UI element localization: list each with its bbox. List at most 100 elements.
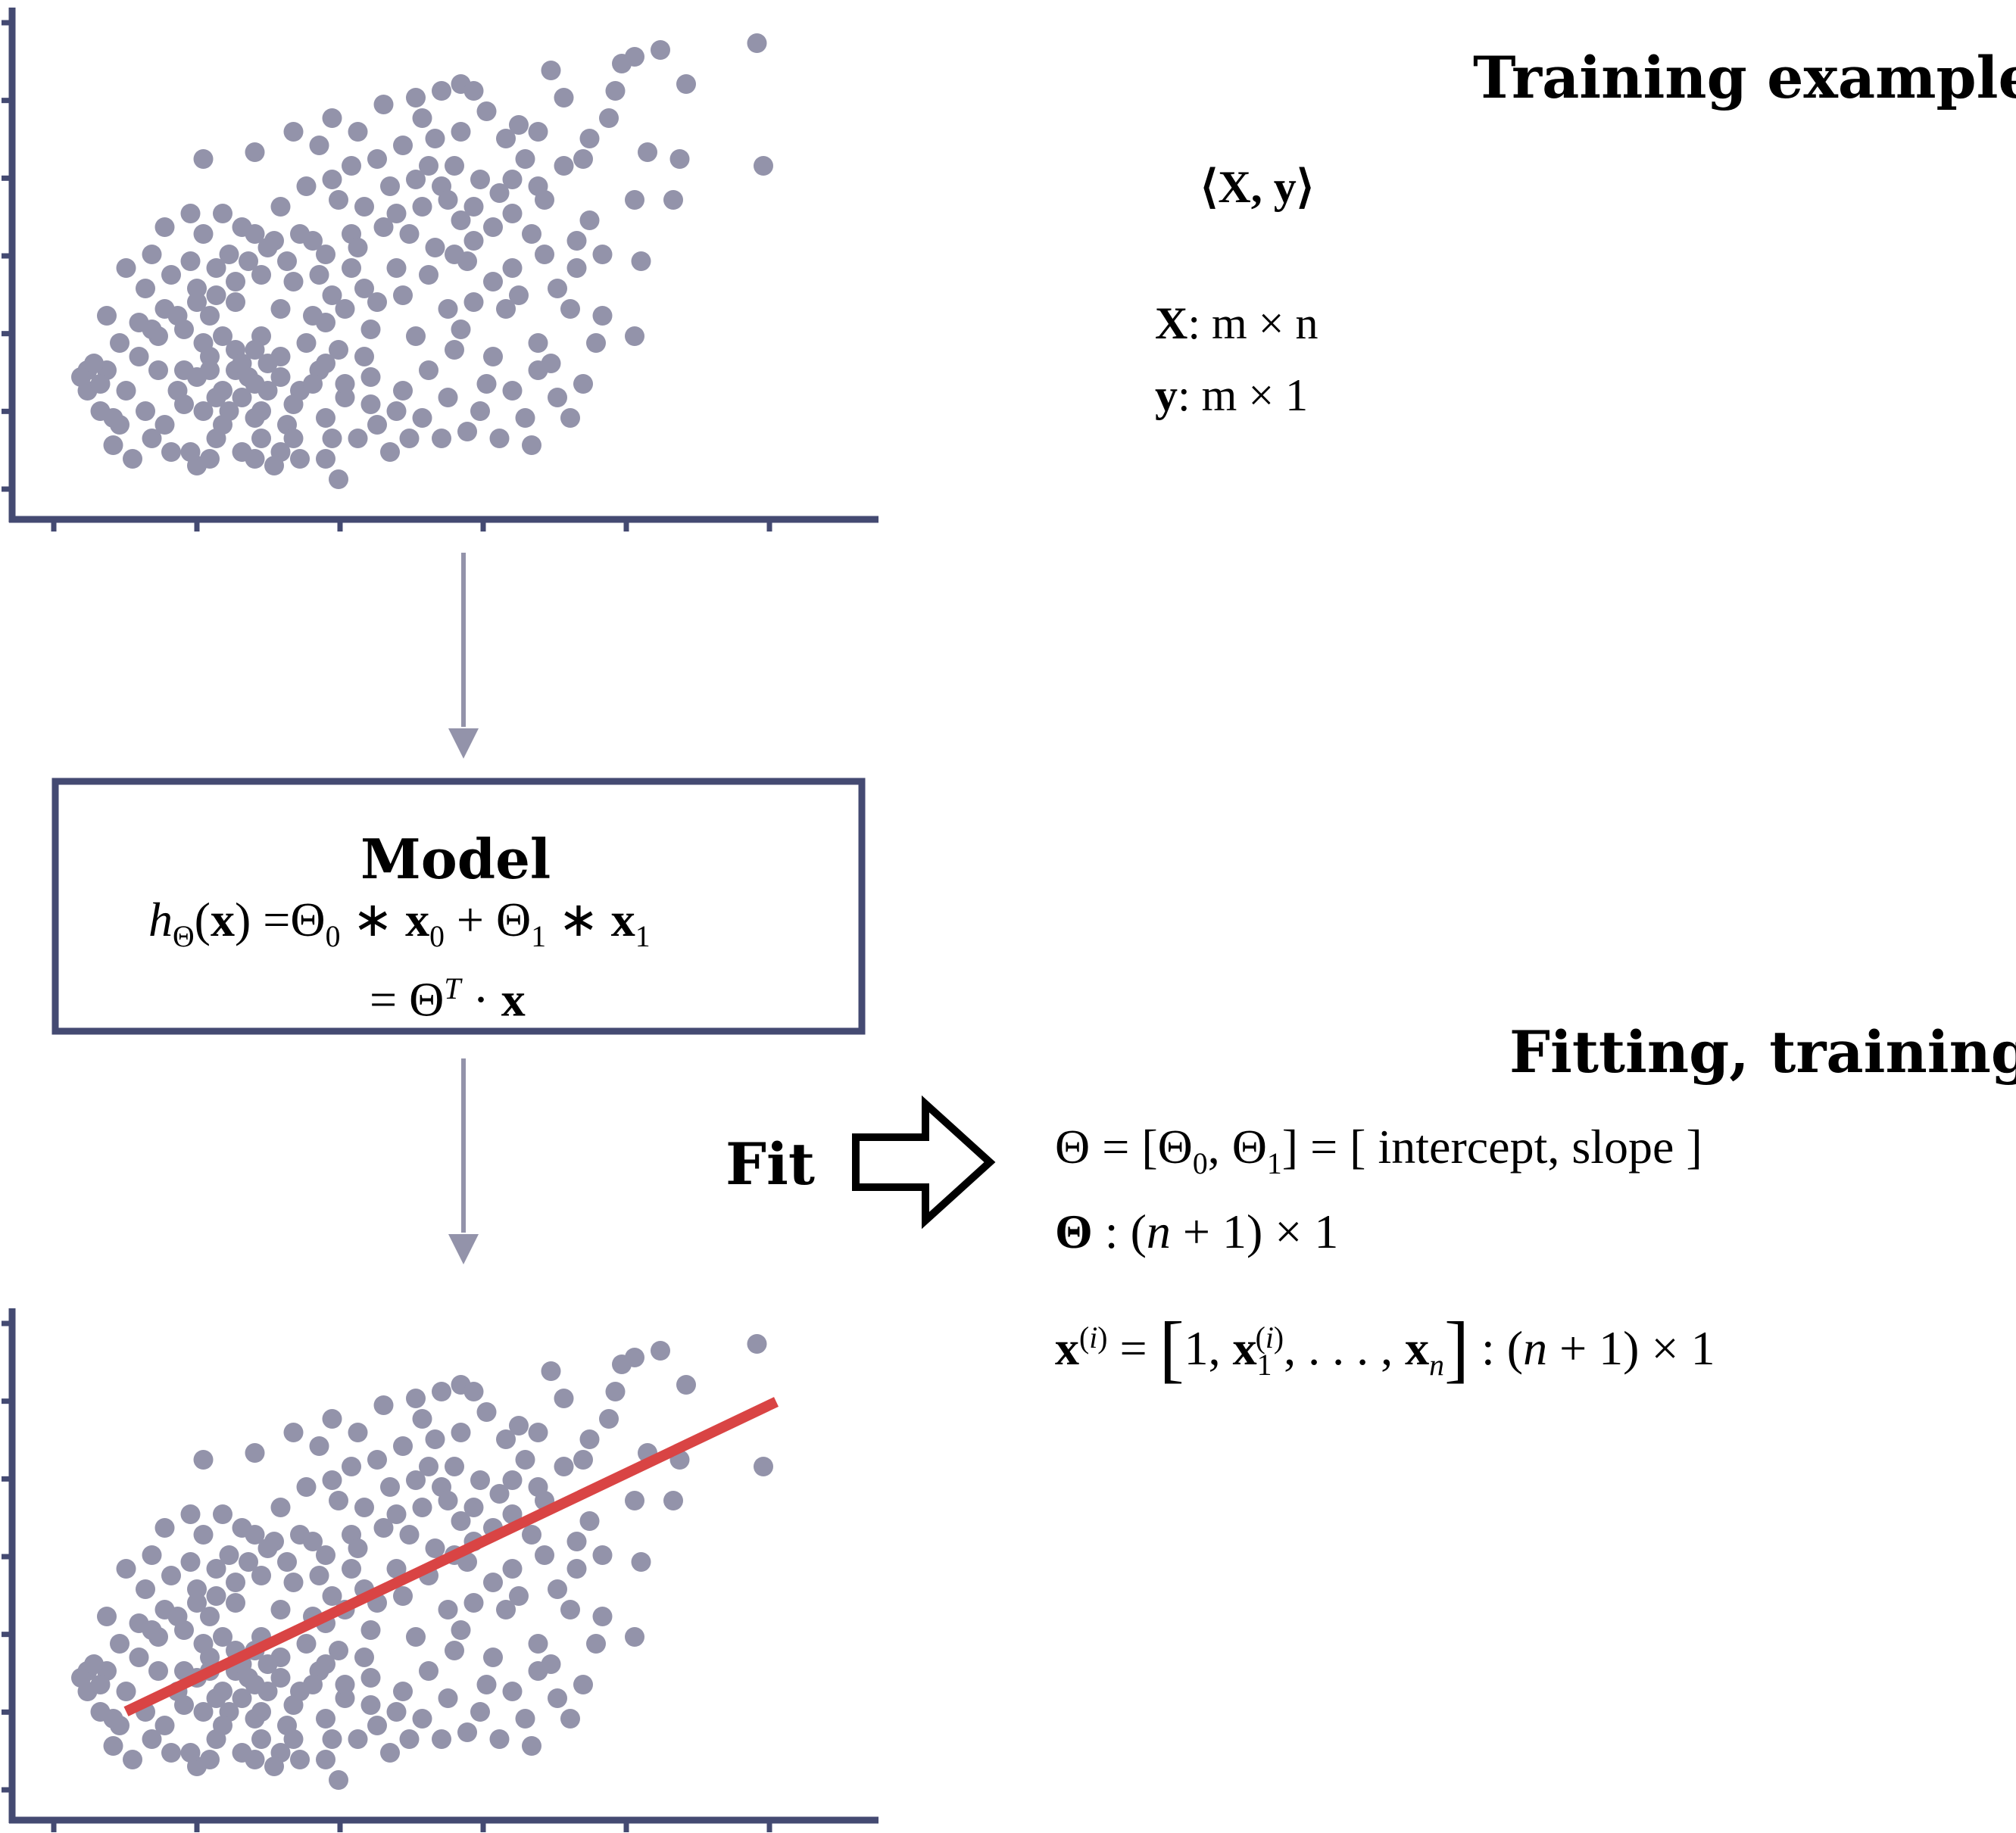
data-point (509, 285, 529, 305)
data-point (393, 285, 413, 305)
data-point (342, 258, 361, 278)
data-point (206, 388, 226, 407)
data-point (322, 1729, 342, 1749)
data-point (425, 1538, 445, 1558)
data-point (406, 326, 426, 346)
data-point (219, 1545, 239, 1565)
data-point (399, 429, 420, 448)
data-point (592, 306, 613, 326)
data-point (515, 408, 535, 428)
data-point (560, 408, 580, 428)
data-point (451, 122, 471, 142)
data-point (502, 204, 523, 223)
data-point (283, 1729, 304, 1749)
data-point (515, 1709, 535, 1729)
data-point (200, 360, 220, 380)
data-point (316, 449, 335, 469)
data-point (463, 1498, 484, 1517)
data-point (496, 129, 516, 148)
data-point (399, 1729, 420, 1749)
data-point (502, 1504, 523, 1524)
data-point (386, 401, 407, 421)
data-point (257, 354, 278, 373)
data-point (399, 224, 420, 244)
data-point (470, 170, 490, 189)
data-point (335, 1675, 355, 1694)
data-point (90, 374, 111, 394)
data-point (329, 1770, 348, 1790)
data-point (502, 1682, 523, 1701)
data-point (380, 1477, 400, 1497)
data-point (463, 1593, 484, 1613)
data-point (303, 231, 323, 251)
data-point (573, 374, 593, 394)
data-point (522, 435, 541, 455)
data-point (142, 1729, 162, 1749)
x-vector-definition-formula: x(i) = [1, x1(i), . . . , xn] : (n + 1) … (1055, 1308, 1715, 1390)
data-point (71, 367, 91, 387)
model-title: Model (360, 827, 551, 891)
data-point (360, 367, 381, 387)
data-point (245, 1443, 265, 1463)
fitting-training-heading: Fitting, training (1509, 1018, 2016, 1086)
data-point (554, 156, 574, 176)
data-point (270, 1498, 291, 1517)
data-point (669, 149, 690, 169)
data-point (489, 1729, 510, 1749)
data-point (754, 1457, 773, 1476)
data-point (496, 299, 516, 319)
data-point (193, 1634, 214, 1654)
data-point (509, 115, 529, 135)
data-point (103, 1709, 123, 1729)
data-point (296, 176, 317, 196)
data-point (322, 1470, 342, 1490)
theta-intercept-slope-text: [ intercept, slope ] (1350, 1120, 1702, 1174)
data-point (322, 429, 342, 448)
data-point (393, 136, 413, 155)
data-point (406, 1470, 426, 1490)
data-point (316, 408, 335, 428)
data-point (438, 1688, 458, 1708)
data-point (451, 1620, 471, 1640)
data-point (554, 88, 574, 108)
data-point (129, 347, 149, 366)
data-point (380, 1743, 400, 1763)
model-box (51, 778, 866, 1035)
data-point (129, 313, 149, 332)
data-point (245, 1750, 265, 1769)
data-point (232, 1688, 252, 1708)
data-point (406, 88, 426, 108)
data-point (483, 217, 503, 237)
data-point (445, 1457, 464, 1476)
data-point (303, 306, 323, 326)
data-point (451, 320, 471, 339)
data-point (180, 442, 201, 462)
data-point (206, 285, 226, 305)
data-point (612, 1354, 632, 1374)
data-point (489, 183, 510, 203)
data-point (180, 204, 201, 223)
data-point (180, 1504, 201, 1524)
data-point (560, 1709, 580, 1729)
data-point (316, 1750, 335, 1769)
data-point (296, 1477, 317, 1497)
data-point (116, 381, 136, 401)
data-point (316, 1654, 335, 1674)
data-point (445, 1641, 464, 1660)
data-point (502, 1559, 523, 1579)
data-point (335, 374, 355, 394)
data-point (110, 1634, 130, 1654)
data-point (116, 1682, 136, 1701)
data-point (257, 1654, 278, 1674)
data-point (329, 469, 348, 489)
data-point (148, 1661, 168, 1681)
data-point (193, 1450, 214, 1470)
data-point (283, 272, 304, 291)
data-point (548, 1579, 567, 1599)
data-point (123, 449, 142, 469)
data-point (432, 1729, 451, 1749)
data-point (605, 1382, 626, 1401)
data-point (509, 1586, 529, 1606)
data-point (412, 197, 432, 217)
